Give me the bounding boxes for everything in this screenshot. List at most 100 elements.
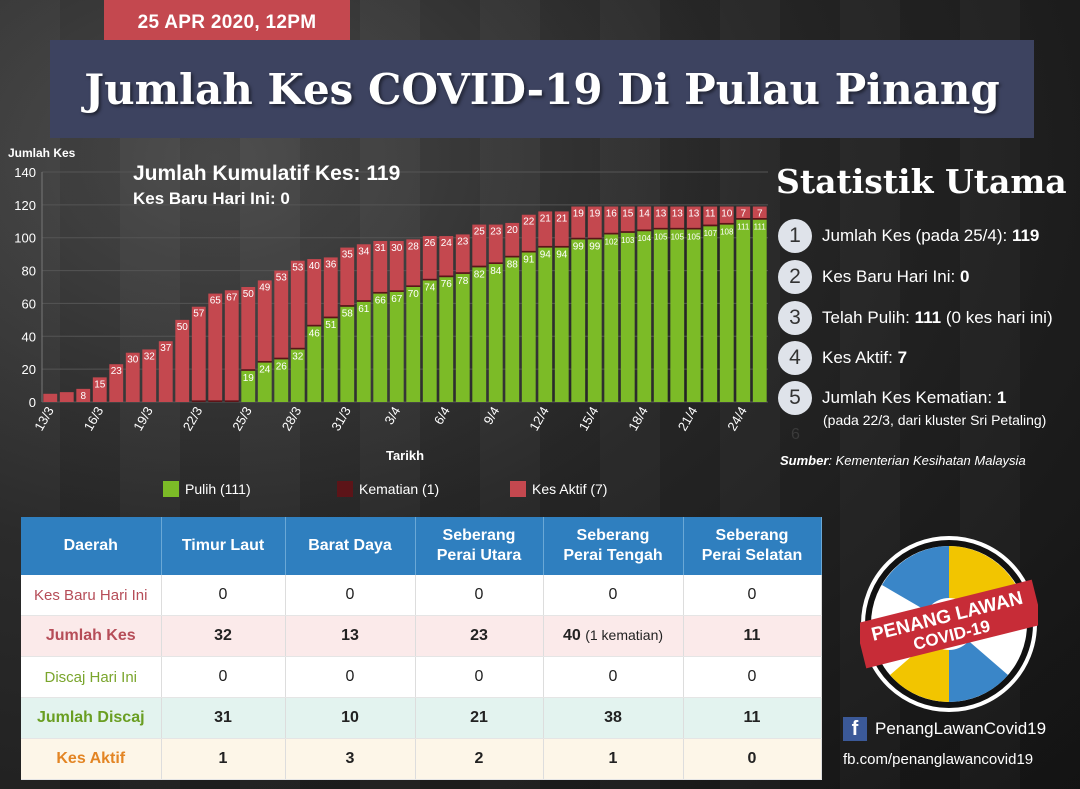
y-tick-label: 40 [22, 329, 36, 344]
header-timur-laut: Timur Laut [161, 517, 286, 575]
stat-item-2: 2 Kes Baru Hari Ini: 0 [778, 260, 969, 294]
data-label: 111 [737, 223, 750, 232]
header-sps-text: Seberang Perai Selatan [701, 527, 803, 564]
data-label: 15 [94, 379, 106, 390]
data-label: 16 [606, 209, 618, 220]
header-spt-text: Seberang Perai Tengah [563, 527, 663, 564]
data-label: 57 [193, 309, 205, 320]
cell-value: 40 [562, 627, 581, 644]
bar-kematian [604, 232, 619, 235]
bar-aktif [307, 259, 322, 325]
stat-text: Kes Baru Hari Ini: 0 [822, 267, 969, 287]
bar-aktif [373, 241, 388, 292]
bar-kematian [670, 227, 685, 230]
data-label: 19 [243, 373, 255, 384]
bar-pulih [521, 252, 536, 402]
data-label: 108 [720, 228, 734, 237]
facebook-handle[interactable]: f PenangLawanCovid19 [843, 717, 1046, 741]
data-label: 10 [721, 209, 733, 220]
stat-item-5-note: (pada 22/3, dari kluster Sri Petaling) [823, 412, 1047, 428]
table-cell: 1 [161, 738, 286, 780]
stats-title: Statistik Utama [776, 162, 1067, 201]
table-cell: 3 [285, 738, 416, 780]
legend-label-pulih: Pulih (111) [185, 481, 251, 497]
facebook-url[interactable]: fb.com/penanglawancovid19 [843, 751, 1034, 768]
bar-pulih [670, 229, 685, 402]
bar-aktif [719, 206, 734, 223]
bar-kematian [406, 285, 421, 287]
source-note: Sumber: Kementerian Kesihatan Malaysia [780, 453, 1026, 468]
data-label: 26 [424, 238, 436, 249]
data-label: 22 [523, 217, 535, 228]
data-label: 74 [424, 282, 436, 293]
bar-aktif [356, 244, 371, 301]
bar-aktif [736, 206, 751, 218]
stat-label: Jumlah Kes (pada 25/4): [822, 226, 1008, 245]
stat-value: 0 [959, 267, 970, 286]
bar-aktif [488, 224, 503, 263]
table-cell: 11 [683, 697, 822, 739]
data-label: 111 [754, 223, 767, 232]
bar-kematian [587, 237, 602, 240]
y-tick-label: 120 [14, 198, 36, 213]
row-label: Discaj Hari Ini [21, 656, 162, 698]
bar-pulih [340, 306, 355, 402]
data-label: 25 [474, 227, 486, 238]
bar-kematian [373, 291, 388, 294]
data-label: 66 [375, 296, 387, 307]
bar-aktif [653, 206, 668, 228]
y-tick-label: 80 [22, 264, 36, 279]
date-label: 25 APR 2020, 12PM [137, 12, 317, 33]
table-cell: 23 [415, 615, 544, 657]
bar-pulih [290, 349, 305, 402]
stat-label: Telah Pulih: [822, 308, 910, 327]
bar-aktif [340, 247, 355, 306]
bar-pulih [637, 231, 652, 402]
bar-pulih [703, 226, 718, 402]
table-row: Kes Aktif 1 3 2 1 0 [21, 738, 822, 780]
bar-aktif [109, 364, 124, 402]
table-cell: 1 [543, 738, 684, 780]
table-row: Discaj Hari Ini 0 0 0 0 0 [21, 656, 822, 698]
data-label: 31 [375, 243, 387, 254]
page-title: Jumlah Kes COVID-19 Di Pulau Pinang [84, 64, 1000, 114]
bar-kematian [422, 278, 437, 281]
bar-pulih [257, 362, 272, 402]
y-tick-label: 140 [14, 165, 36, 180]
header-barat-daya: Barat Daya [285, 517, 416, 575]
bar-pulih [389, 291, 404, 402]
data-label: 102 [605, 237, 619, 246]
bar-pulih [686, 229, 701, 402]
bar-kematian [637, 229, 652, 232]
bar-aktif [670, 206, 685, 228]
bar-aktif [241, 287, 256, 370]
data-label: 32 [292, 351, 304, 362]
data-label: 40 [309, 261, 321, 272]
bar-kematian [686, 227, 701, 230]
bar-aktif [571, 206, 586, 238]
data-label: 49 [259, 282, 271, 293]
data-label: 13 [655, 209, 667, 220]
data-label: 46 [309, 328, 321, 339]
data-label: 107 [704, 229, 718, 238]
table-cell: 31 [161, 697, 286, 739]
bar-aktif [389, 241, 404, 291]
data-label: 21 [556, 213, 568, 224]
bar-aktif [224, 290, 239, 401]
data-label: 78 [457, 276, 469, 287]
table-cell: 2 [415, 738, 544, 780]
bar-aktif [76, 388, 91, 402]
table-cell: 0 [285, 656, 416, 698]
x-tick-label: 21/4 [675, 404, 701, 433]
bar-aktif [554, 211, 569, 246]
table-row: Kes Baru Hari Ini 0 0 0 0 0 [21, 575, 822, 616]
x-tick-label: 6/4 [431, 404, 453, 427]
facebook-name: PenangLawanCovid19 [875, 719, 1047, 738]
bar-pulih [488, 264, 503, 402]
date-tab: 25 APR 2020, 12PM [104, 0, 350, 46]
bar-kematian [505, 255, 520, 258]
bar-pulih [241, 370, 256, 402]
bar-kematian [290, 347, 305, 350]
data-label: 91 [523, 255, 535, 266]
data-label: 61 [358, 304, 370, 315]
